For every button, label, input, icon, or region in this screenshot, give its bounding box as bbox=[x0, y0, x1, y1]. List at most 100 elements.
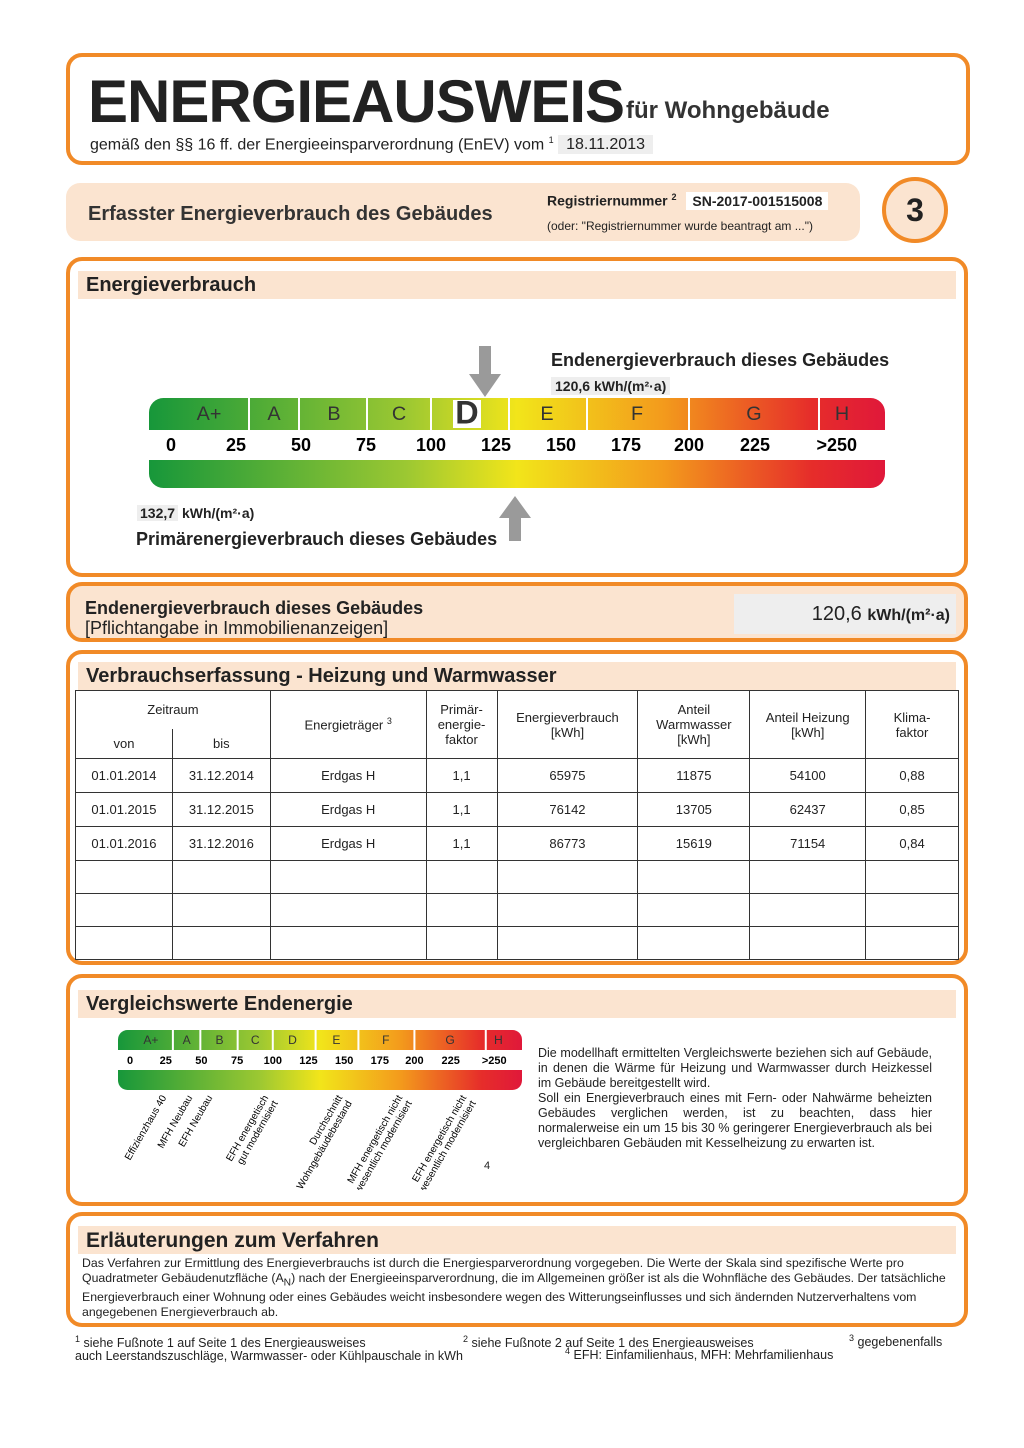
scale-tick: 50 bbox=[291, 435, 311, 455]
registration-note: (oder: "Registriernummer wurde beantragt… bbox=[547, 219, 813, 233]
registration-label: Registriernummer bbox=[547, 192, 668, 209]
mark: 3 bbox=[849, 1333, 855, 1343]
explanation-box: Erläuterungen zum Verfahren Das Verfahre… bbox=[66, 1212, 968, 1327]
records-box: Verbrauchserfassung - Heizung und Warmwa… bbox=[66, 650, 968, 965]
reference-label: MFH energetisch nichtwesentlich modernis… bbox=[343, 1093, 415, 1190]
column-header: Energieträger 3 bbox=[269, 690, 427, 759]
table-cell: 1,1 bbox=[425, 758, 498, 793]
empty-cell bbox=[171, 926, 271, 960]
value: 132,7 bbox=[137, 505, 179, 521]
mark: 2 bbox=[463, 1334, 469, 1344]
table-cell: 01.01.2014 bbox=[75, 758, 173, 793]
scale-tick: 150 bbox=[546, 435, 576, 455]
scale-tick: 200 bbox=[405, 1055, 423, 1067]
scale-tick: 225 bbox=[441, 1055, 459, 1067]
text: EFH: Einfamilienhaus, MFH: Mehrfamilienh… bbox=[573, 1348, 834, 1363]
basis-text: gemäß den §§ 16 ff. der Energieeinsparve… bbox=[90, 136, 545, 154]
footnote-continued: auch Leerstandszuschläge, Warmwasser- od… bbox=[75, 1349, 463, 1363]
unit: kWh/(m²·a) bbox=[181, 505, 255, 521]
empty-cell bbox=[269, 893, 427, 927]
registration-number: SN-2017-001515008 bbox=[686, 191, 829, 210]
class-label: F bbox=[382, 1033, 389, 1047]
scale-tick: 25 bbox=[226, 435, 246, 455]
table-cell: 1,1 bbox=[425, 826, 498, 861]
class-label: G bbox=[746, 403, 761, 425]
scale-tick: 0 bbox=[127, 1055, 133, 1067]
empty-cell bbox=[496, 926, 639, 960]
table-cell: 65975 bbox=[496, 758, 639, 793]
scale-tick: 175 bbox=[611, 435, 641, 455]
scale-value-row bbox=[118, 1050, 522, 1070]
empty-cell bbox=[425, 893, 498, 927]
final-value: 120,6 kWh/(m²·a) bbox=[551, 377, 671, 395]
footnote-mark: 2 bbox=[671, 192, 677, 202]
class-label: C bbox=[392, 403, 406, 425]
footnote-mark: 1 bbox=[548, 135, 554, 145]
mandatory-line2: [Pflichtangabe in Immobilienanzeigen] bbox=[85, 618, 389, 638]
subscript: N bbox=[283, 1277, 292, 1289]
reference-label: Effizienzhaus 40 bbox=[123, 1093, 169, 1162]
text: Energieträger bbox=[304, 717, 384, 733]
reference-label: EFH energetisch nichtwesentlich modernis… bbox=[407, 1093, 479, 1190]
footnote-mark: 4 bbox=[484, 1160, 491, 1172]
column-header: Zeitraum bbox=[75, 690, 271, 729]
empty-row bbox=[75, 860, 959, 894]
class-label: H bbox=[494, 1033, 503, 1047]
column-header: bis bbox=[171, 728, 271, 759]
value: 120,6 bbox=[811, 603, 862, 625]
column-header: Klima- faktor bbox=[865, 690, 959, 759]
date: 18.11.2013 bbox=[558, 135, 653, 155]
empty-cell bbox=[865, 926, 959, 960]
unit: kWh/(m²·a) bbox=[867, 607, 950, 624]
table-cell: 62437 bbox=[749, 792, 867, 827]
empty-cell bbox=[496, 860, 639, 894]
section-heading: Energieverbrauch bbox=[78, 271, 956, 299]
empty-cell bbox=[865, 893, 959, 927]
text: siehe Fußnote 2 auf Seite 1 des Energiea… bbox=[471, 1336, 754, 1351]
class-label: F bbox=[631, 403, 643, 425]
mark: 4 bbox=[565, 1346, 571, 1356]
footnote: 3 gegebenenfalls bbox=[849, 1333, 942, 1349]
paragraph: Soll ein Energieverbrauch eines mit Fern… bbox=[538, 1091, 932, 1150]
comparison-text: Die modellhaft ermittelten Vergleichswer… bbox=[538, 1046, 932, 1151]
unit: kWh/(m²·a) bbox=[593, 378, 667, 394]
empty-cell bbox=[269, 860, 427, 894]
header-row: von bis bbox=[75, 728, 959, 759]
class-label: G bbox=[445, 1033, 454, 1047]
footnote-mark: 3 bbox=[386, 716, 392, 727]
value: 120,6 bbox=[555, 378, 591, 394]
table-cell: 31.12.2016 bbox=[171, 826, 271, 861]
empty-cell bbox=[171, 893, 271, 927]
scale-tick: 200 bbox=[674, 435, 704, 455]
footnote: 4 EFH: Einfamilienhaus, MFH: Mehrfamilie… bbox=[565, 1346, 833, 1362]
scale-tick: 100 bbox=[264, 1055, 282, 1067]
empty-cell bbox=[749, 893, 867, 927]
class-label: B bbox=[216, 1033, 224, 1047]
class-label: A bbox=[267, 403, 281, 425]
arrow-up bbox=[499, 496, 531, 541]
scale: A+ A B C D E F G H 0 25 50 75 100 125 150 175 200 225 >250 bbox=[149, 398, 885, 488]
mandatory-box: Endenergieverbrauch dieses Gebäudes [Pfl… bbox=[66, 582, 968, 642]
scale-tick: 150 bbox=[335, 1055, 353, 1067]
scale-tick: >250 bbox=[482, 1055, 507, 1067]
scale-tick: 0 bbox=[166, 435, 176, 455]
scale: A+ A B C D E F G H 0 25 50 75 100 125 150 175 200 225 >250 bbox=[118, 1030, 522, 1090]
registration: Registriernummer 2 SN-2017-001515008 bbox=[547, 191, 829, 210]
empty-cell bbox=[75, 860, 173, 894]
empty-cell bbox=[749, 926, 867, 960]
section-title: Erfasster Energieverbrauch des Gebäudes bbox=[88, 203, 493, 225]
table-cell: 01.01.2015 bbox=[75, 792, 173, 827]
empty-cell bbox=[496, 893, 639, 927]
scale-tick: 75 bbox=[356, 435, 376, 455]
page-number: 3 bbox=[882, 177, 948, 243]
reference-label: EFH energetischgut modernisiert bbox=[224, 1093, 280, 1169]
empty-row bbox=[75, 893, 959, 927]
scale-tick: 125 bbox=[481, 435, 511, 455]
table-cell: 15619 bbox=[637, 826, 751, 861]
class-label: H bbox=[835, 403, 849, 425]
class-label: E bbox=[332, 1033, 340, 1047]
empty-row bbox=[75, 926, 959, 960]
